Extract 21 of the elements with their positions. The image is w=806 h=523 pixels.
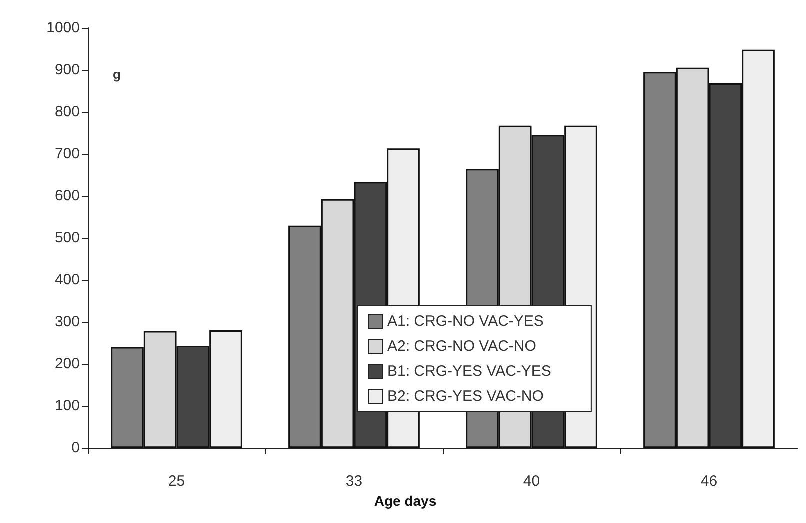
y-tick-label: 300: [54, 314, 80, 331]
y-tick-label: 100: [54, 398, 80, 415]
y-axis-title: g: [113, 67, 121, 82]
y-tick-label: 400: [54, 272, 80, 289]
y-tick-label: 900: [54, 62, 80, 79]
x-tick-label: 25: [168, 473, 186, 490]
y-tick-label: 1000: [46, 20, 80, 36]
x-tick-label: 40: [523, 473, 540, 490]
y-tick-label: 200: [54, 356, 80, 373]
y-tick-label: 600: [54, 188, 80, 205]
y-tick-label: 700: [54, 146, 80, 163]
x-axis-title: Age days: [374, 493, 437, 509]
legend-label: A1: CRG-NO VAC-YES: [388, 313, 544, 330]
x-tick-label: 46: [700, 473, 718, 490]
legend-label: B2: CRG-YES VAC-NO: [388, 388, 544, 405]
legend-label: A2: CRG-NO VAC-NO: [388, 338, 536, 355]
x-tick-label: 33: [346, 473, 363, 490]
y-tick-label: 0: [72, 440, 80, 457]
y-tick-label: 800: [54, 104, 80, 121]
y-tick-label: 500: [54, 230, 80, 247]
legend-label: B1: CRG-YES VAC-YES: [388, 363, 552, 380]
